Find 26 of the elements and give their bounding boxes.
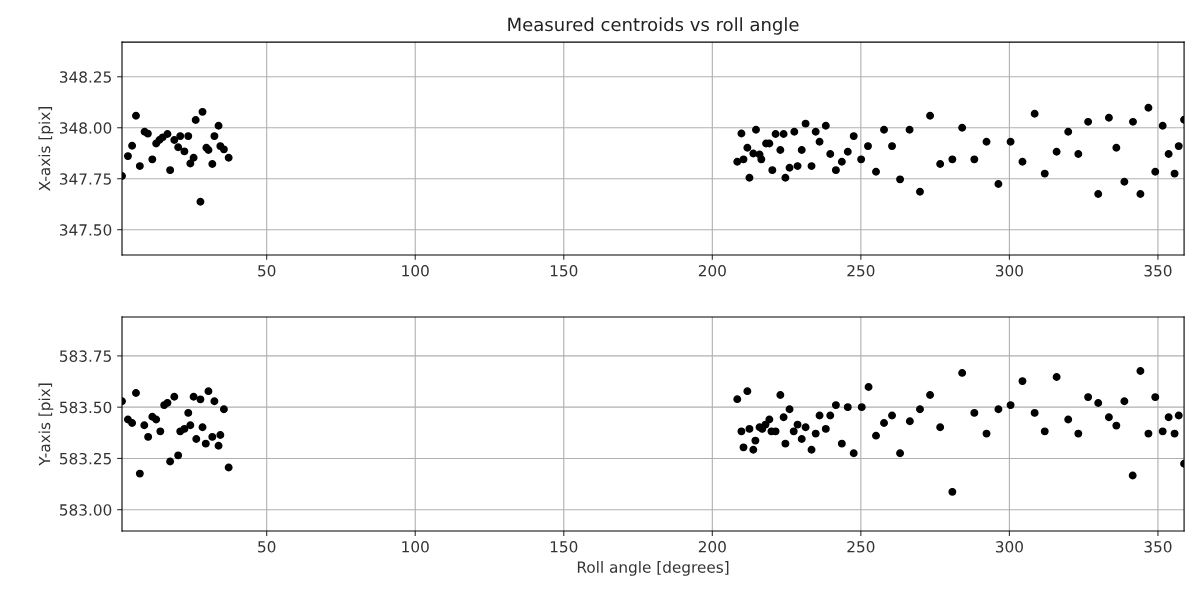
x-axis-title: Roll angle [degrees] — [577, 561, 729, 576]
y-tick-label: 583.25 — [60, 452, 111, 465]
x-tick-label: 150 — [550, 541, 578, 553]
x-tick-label: 250 — [847, 541, 875, 553]
x-tick-label: 200 — [698, 541, 726, 553]
x-tick-label: 350 — [1144, 541, 1172, 553]
x-tick-label: 100 — [402, 541, 429, 553]
y-tick-label: 348.00 — [59, 122, 112, 134]
chart-title: Measured centroids vs roll angle — [508, 17, 799, 35]
y-tick-label: 583.50 — [60, 401, 112, 414]
x-tick-label: 350 — [1144, 264, 1172, 277]
x-tick-label: 50 — [258, 541, 276, 553]
x-tick-label: 200 — [698, 264, 726, 277]
x-tick-label: 300 — [995, 541, 1023, 553]
y-tick-label: 348.25 — [59, 71, 111, 83]
y-tick-label: 347.50 — [59, 224, 112, 236]
x-tick-label: 250 — [847, 264, 875, 277]
x-tick-label: 100 — [402, 264, 429, 277]
y-tick-label: 583.75 — [60, 350, 111, 362]
y-tick-label: 347.75 — [59, 173, 111, 185]
y-axis-title: Y-axis [pix] — [38, 383, 54, 466]
x-tick-label: 50 — [258, 264, 276, 277]
x-tick-label: 300 — [995, 264, 1023, 277]
y-tick-label: 583.00 — [60, 504, 112, 516]
y-axis-title: X-axis [pix] — [38, 107, 54, 191]
x-tick-label: 150 — [550, 264, 578, 277]
